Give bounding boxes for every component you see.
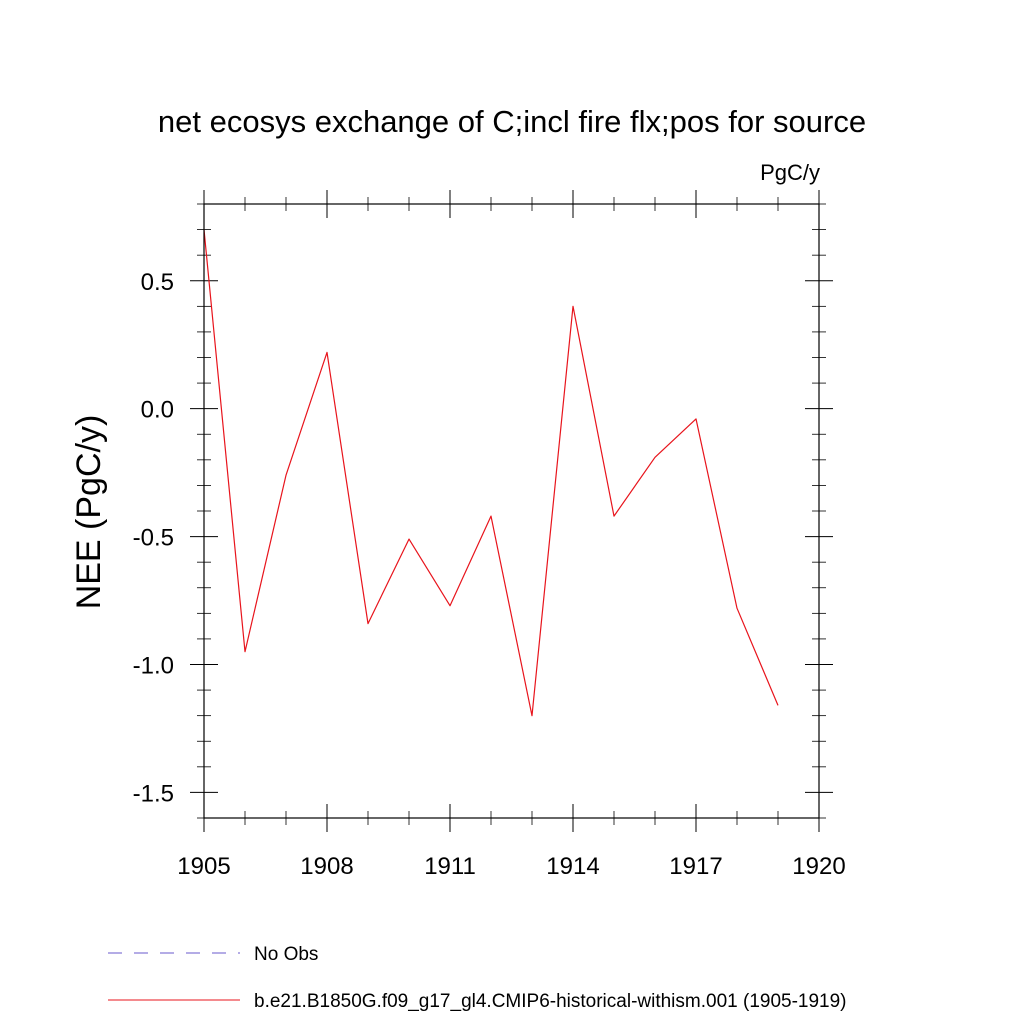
plot-frame — [203, 203, 820, 819]
legend-label-no-obs: No Obs — [254, 944, 318, 965]
y-tick-label-2: -0.5 — [133, 525, 174, 552]
series-layer — [203, 229, 779, 717]
y-tick-label-0: -1.5 — [133, 780, 174, 807]
x-tick-label-1917: 1917 — [669, 853, 722, 880]
chart-title: net ecosys exchange of C;incl fire flx;p… — [158, 104, 866, 139]
y-axis-label: NEE (PgC/y) — [70, 415, 108, 610]
x-tick-label-1905: 1905 — [177, 853, 230, 880]
axis-tick-labels: 1905 1908 1911 1914 1917 1920 -1.5 -1.0 -0.5 0.0 0… — [133, 269, 846, 880]
series-line-0 — [203, 229, 779, 717]
y-tick-label-4: 0.5 — [141, 269, 174, 296]
y-tick-label-3: 0.0 — [141, 397, 174, 424]
axis-ticks — [190, 190, 833, 832]
units-label: PgC/y — [760, 160, 820, 185]
x-tick-label-1920: 1920 — [792, 853, 845, 880]
y-tick-label-1: -1.0 — [133, 653, 174, 680]
x-tick-label-1911: 1911 — [424, 853, 476, 880]
x-tick-label-1908: 1908 — [300, 853, 353, 880]
x-tick-label-1914: 1914 — [546, 853, 599, 880]
legend-label-model-run: b.e21.B1850G.f09_g17_gl4.CMIP6-historica… — [254, 991, 847, 1012]
legend: No Obs b.e21.B1850G.f09_g17_gl4.CMIP6-hi… — [108, 944, 847, 1012]
